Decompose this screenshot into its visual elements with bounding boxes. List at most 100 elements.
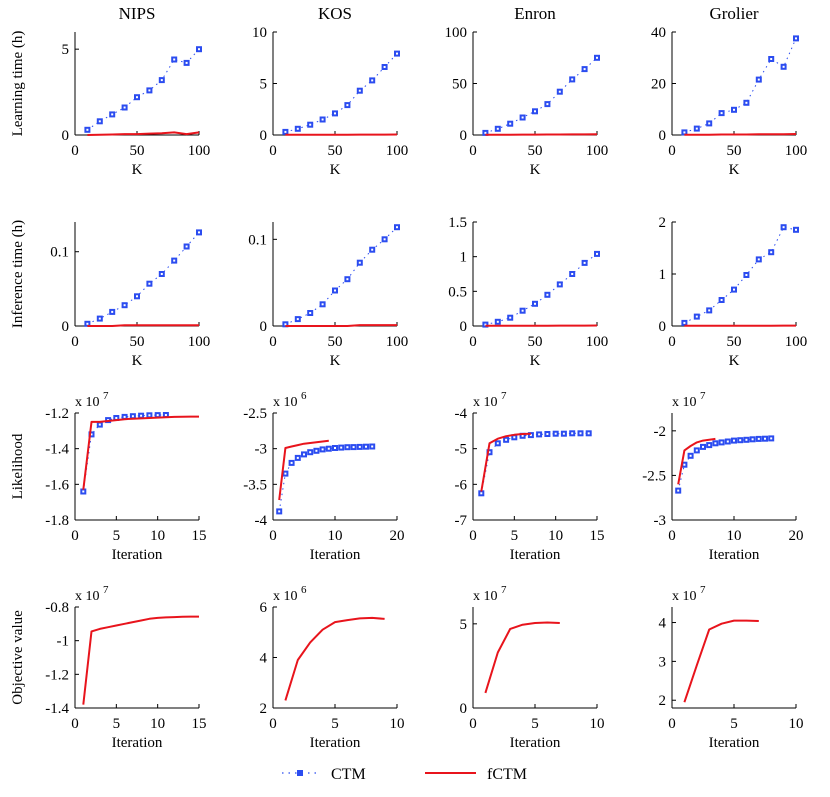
chart-panel-8: 0 50 100 0 1 2 K <box>659 215 808 369</box>
x-tick-label: 5 <box>113 528 121 544</box>
ctm-data-point-center <box>340 446 343 449</box>
x-tick-label: 0 <box>469 716 477 732</box>
ctm-data-point-center <box>677 489 680 492</box>
x-tick-label: 10 <box>727 528 742 544</box>
x-axis-label: K <box>132 162 143 178</box>
ctm-data-point-center <box>346 104 349 107</box>
ctm-data-point-center <box>396 226 398 229</box>
x-tick-label: 0 <box>269 143 277 159</box>
x-tick-label: 5 <box>331 716 339 732</box>
ctm-data-point-center <box>726 440 729 443</box>
ctm-data-point-center <box>284 323 287 326</box>
ctm-data-point-center <box>334 112 336 115</box>
x-tick-label: 10 <box>590 716 605 732</box>
ctm-data-point-center <box>371 248 374 251</box>
ctm-data-point-center <box>579 432 582 435</box>
chart-panel-6: 0 50 100 0 0.1 K <box>248 222 408 369</box>
y-tick-label: 0.1 <box>248 232 267 248</box>
x-tick-label: 10 <box>789 716 804 732</box>
y-tick-label: -2.5 <box>642 468 666 484</box>
chart-panel-12: 0 10 20 -3 -2.5 -2 Iteration x 10 7 <box>642 390 803 563</box>
ctm-data-point-center <box>173 58 176 61</box>
x-tick-label: 0 <box>269 334 277 350</box>
ctm-data-point-center <box>751 438 754 441</box>
ctm-data-point-center <box>309 451 312 454</box>
axis-multiplier-exponent: 7 <box>700 584 706 596</box>
x-axis-label: K <box>132 353 143 369</box>
ctm-data-point-center <box>534 110 536 113</box>
axis-multiplier-exponent: 7 <box>700 390 706 402</box>
chart-panel-16: 0 5 10 2 3 4 Iteration x 10 7 <box>659 584 804 751</box>
ctm-data-point-center <box>123 106 126 109</box>
axis-multiplier: x 10 7 <box>75 390 109 410</box>
ctm-data-point-center <box>303 453 305 456</box>
ctm-data-point-center <box>571 78 574 81</box>
fctm-series-line <box>677 437 716 485</box>
ctm-data-point-center <box>546 433 549 435</box>
ctm-data-point-center <box>371 445 374 448</box>
fctm-series-line <box>87 324 199 327</box>
x-tick-label: 100 <box>386 143 409 159</box>
ctm-data-point-center <box>123 415 126 418</box>
x-tick-label: 0 <box>269 528 277 544</box>
x-tick-label: 5 <box>511 528 519 544</box>
y-tick-label: 0 <box>460 701 468 717</box>
chart-panel-2: 0 50 100 0 5 10 K KOS <box>252 4 408 178</box>
axis-multiplier-exponent: 7 <box>501 584 507 596</box>
x-tick-label: 0 <box>269 716 277 732</box>
chart-panel-9: 0 5 10 15 -1.8 -1.6 -1.4 -1.2 Iteration Likelihoo… <box>10 390 207 563</box>
chart-panel-13: 0 5 10 15 -1.4 -1.2 -1 -0.8 Iteration Objective v… <box>10 584 207 751</box>
ctm-data-point-center <box>571 432 574 435</box>
y-tick-label: 100 <box>445 25 468 41</box>
ctm-data-point-center <box>148 414 151 417</box>
x-tick-label: 50 <box>528 334 543 350</box>
ctm-data-point-center <box>496 320 499 323</box>
ctm-data-point-center <box>739 439 742 442</box>
ctm-data-point-center <box>562 432 565 435</box>
x-axis-label: Iteration <box>709 735 760 751</box>
x-tick-label: 100 <box>188 334 211 350</box>
ctm-data-point-center <box>160 79 163 82</box>
ctm-data-point-center <box>745 438 748 441</box>
x-tick-label: 50 <box>328 334 343 350</box>
x-tick-label: 5 <box>113 716 121 732</box>
ctm-data-point-center <box>321 118 324 121</box>
ctm-data-point-center <box>745 101 748 104</box>
ctm-series-line <box>278 446 373 512</box>
ctm-data-point-center <box>683 321 686 324</box>
x-tick-label: 0 <box>668 143 676 159</box>
x-tick-label: 50 <box>727 334 742 350</box>
fctm-series-line <box>683 619 759 703</box>
x-axis-label: K <box>530 353 541 369</box>
ctm-data-point-center <box>534 302 536 305</box>
ctm-series-line <box>82 414 166 492</box>
x-tick-label: 100 <box>586 334 609 350</box>
ctm-data-point-center <box>173 259 176 262</box>
y-tick-label: 5 <box>260 77 268 93</box>
ctm-data-point-center <box>521 309 524 312</box>
ctm-data-point-center <box>82 490 85 493</box>
ctm-data-point-center <box>383 238 386 241</box>
y-tick-label: 4 <box>260 651 268 667</box>
ctm-data-point-center <box>321 448 324 451</box>
ctm-data-point-center <box>496 442 499 445</box>
axis-multiplier-exponent: 7 <box>103 584 109 596</box>
axis-multiplier: x 10 7 <box>473 584 507 604</box>
column-title: KOS <box>318 4 352 23</box>
ctm-data-point-center <box>529 434 532 437</box>
axis-multiplier: x 10 7 <box>672 584 706 604</box>
x-axis-label: Iteration <box>510 735 561 751</box>
x-tick-label: 50 <box>130 334 145 350</box>
ctm-data-point-center <box>708 309 711 312</box>
ctm-data-point-center <box>733 288 735 291</box>
ctm-data-point-center <box>496 127 499 130</box>
y-tick-label: -1.2 <box>45 667 69 683</box>
ctm-data-point-center <box>546 103 549 106</box>
y-tick-label: 0 <box>260 128 268 144</box>
x-axis-label: K <box>729 353 740 369</box>
chart-panel-7: 0 50 100 0 0.5 1 1.5 K <box>448 215 608 369</box>
x-tick-label: 10 <box>150 716 165 732</box>
column-title: Enron <box>514 4 556 23</box>
y-tick-label: 3 <box>659 654 667 670</box>
chart-panel-3: 0 50 100 0 50 100 K Enron <box>445 4 609 178</box>
